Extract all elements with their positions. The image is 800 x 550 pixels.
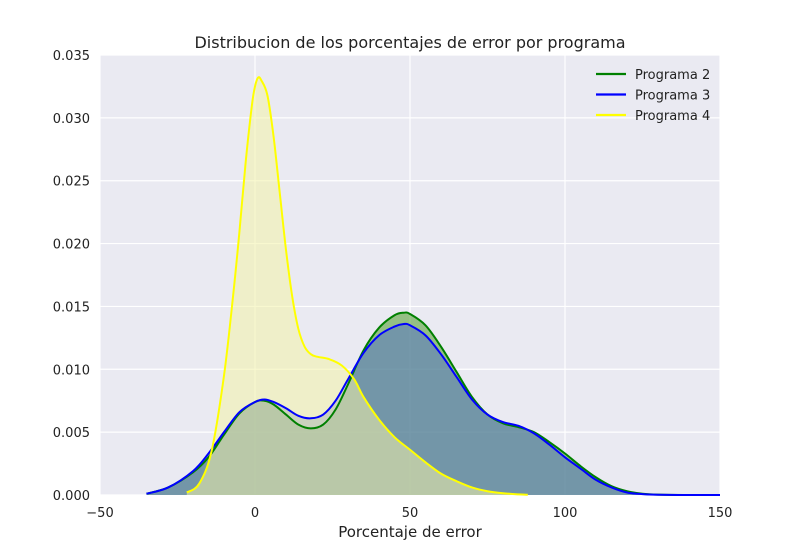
chart-title: Distribucion de los porcentajes de error… [194, 33, 625, 52]
y-tick-label: 0.015 [53, 300, 90, 315]
legend-label: Programa 2 [635, 68, 710, 83]
legend-label: Programa 4 [635, 109, 710, 124]
legend-label: Programa 3 [635, 89, 710, 104]
y-tick-label: 0.005 [53, 426, 90, 441]
y-tick-label: 0.030 [53, 112, 90, 127]
y-tick-label: 0.000 [53, 489, 90, 504]
x-axis-label: Porcentaje de error [338, 523, 482, 541]
x-tick-label: 50 [402, 506, 419, 521]
y-tick-label: 0.035 [53, 49, 90, 64]
x-tick-label: 100 [553, 506, 578, 521]
y-tick-label: 0.010 [53, 363, 90, 378]
x-tick-label: −50 [86, 506, 113, 521]
x-tick-label: 150 [708, 506, 733, 521]
x-tick-label: 0 [251, 506, 259, 521]
y-tick-label: 0.025 [53, 175, 90, 190]
y-tick-label: 0.020 [53, 238, 90, 253]
